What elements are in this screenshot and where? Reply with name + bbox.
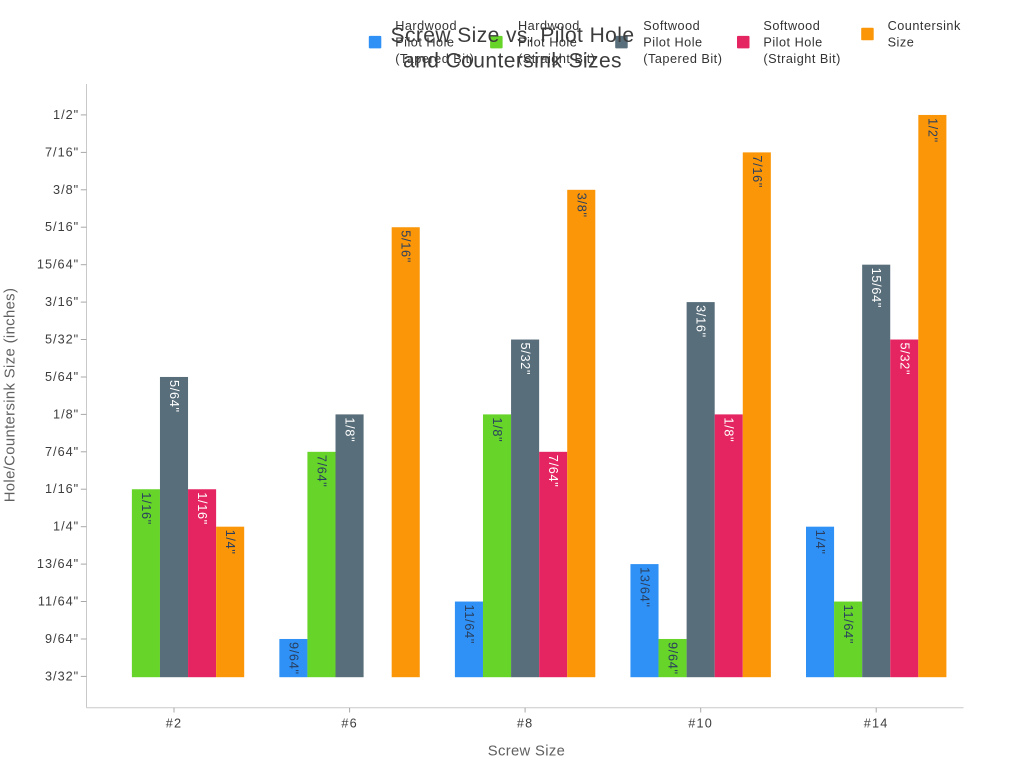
svg-text:#2: #2	[166, 716, 183, 730]
svg-text:1/16": 1/16"	[195, 492, 209, 525]
svg-text:Hole/Countersink Size (inches): Hole/Countersink Size (inches)	[3, 288, 19, 503]
svg-text:15/64": 15/64"	[37, 258, 79, 272]
svg-text:Pilot Hole: Pilot Hole	[643, 35, 702, 49]
svg-text:1/16": 1/16"	[139, 492, 153, 525]
svg-text:3/16": 3/16"	[694, 305, 708, 338]
svg-text:Hardwood: Hardwood	[518, 19, 580, 33]
svg-text:Softwood: Softwood	[643, 19, 700, 33]
svg-text:5/16": 5/16"	[45, 220, 79, 234]
svg-text:#14: #14	[864, 716, 889, 730]
svg-text:3/8": 3/8"	[574, 193, 588, 218]
svg-text:7/64": 7/64"	[546, 455, 560, 488]
svg-text:1/8": 1/8"	[490, 417, 504, 442]
svg-text:Pilot Hole: Pilot Hole	[395, 35, 454, 49]
svg-text:#6: #6	[341, 716, 358, 730]
svg-text:1/4": 1/4"	[53, 520, 79, 534]
svg-text:(Straight Bit): (Straight Bit)	[518, 52, 596, 66]
svg-text:3/16": 3/16"	[45, 295, 79, 309]
svg-text:1/16": 1/16"	[45, 482, 79, 496]
svg-text:13/64": 13/64"	[37, 557, 79, 571]
svg-text:Hardwood: Hardwood	[395, 19, 457, 33]
svg-text:(Tapered Bit): (Tapered Bit)	[643, 52, 722, 66]
svg-text:1/8": 1/8"	[53, 407, 79, 421]
svg-text:5/32": 5/32"	[518, 343, 532, 376]
svg-text:5/16": 5/16"	[399, 230, 413, 263]
svg-text:Countersink: Countersink	[888, 19, 961, 33]
svg-text:9/64": 9/64"	[286, 642, 300, 675]
svg-text:11/64": 11/64"	[38, 595, 79, 609]
svg-text:7/16": 7/16"	[750, 155, 764, 188]
svg-text:3/32": 3/32"	[45, 669, 79, 683]
svg-text:11/64": 11/64"	[462, 605, 476, 645]
svg-text:11/64": 11/64"	[841, 605, 855, 645]
svg-text:1/4": 1/4"	[813, 530, 827, 555]
svg-text:Pilot Hole: Pilot Hole	[763, 35, 822, 49]
svg-text:#8: #8	[517, 716, 534, 730]
svg-text:1/8": 1/8"	[343, 417, 357, 442]
svg-text:5/64": 5/64"	[167, 380, 181, 413]
svg-text:and Countersink Sizes: and Countersink Sizes	[403, 50, 622, 73]
svg-text:5/32": 5/32"	[897, 343, 911, 376]
svg-text:7/16": 7/16"	[45, 145, 79, 159]
svg-text:7/64": 7/64"	[314, 455, 328, 488]
svg-text:5/32": 5/32"	[45, 333, 79, 347]
svg-text:(Straight Bit): (Straight Bit)	[763, 52, 841, 66]
svg-text:Pilot Hole: Pilot Hole	[518, 35, 577, 49]
svg-text:3/8": 3/8"	[53, 183, 79, 197]
svg-text:15/64": 15/64"	[869, 268, 883, 308]
svg-text:7/64": 7/64"	[45, 445, 79, 459]
svg-text:1/4": 1/4"	[223, 530, 237, 555]
svg-text:5/64": 5/64"	[45, 370, 79, 384]
svg-text:13/64": 13/64"	[637, 567, 651, 607]
svg-text:(Tapered Bit): (Tapered Bit)	[395, 52, 474, 66]
svg-text:Softwood: Softwood	[763, 19, 820, 33]
svg-text:9/64": 9/64"	[45, 632, 79, 646]
svg-text:Size: Size	[888, 35, 915, 49]
svg-text:1/2": 1/2"	[925, 118, 939, 143]
svg-text:Screw Size: Screw Size	[488, 743, 566, 759]
svg-text:#10: #10	[688, 716, 713, 730]
svg-text:1/8": 1/8"	[722, 417, 736, 442]
svg-text:1/2": 1/2"	[53, 108, 79, 122]
svg-text:9/64": 9/64"	[666, 642, 680, 675]
svg-text:Screw Size vs. Pilot Hole: Screw Size vs. Pilot Hole	[391, 24, 635, 47]
